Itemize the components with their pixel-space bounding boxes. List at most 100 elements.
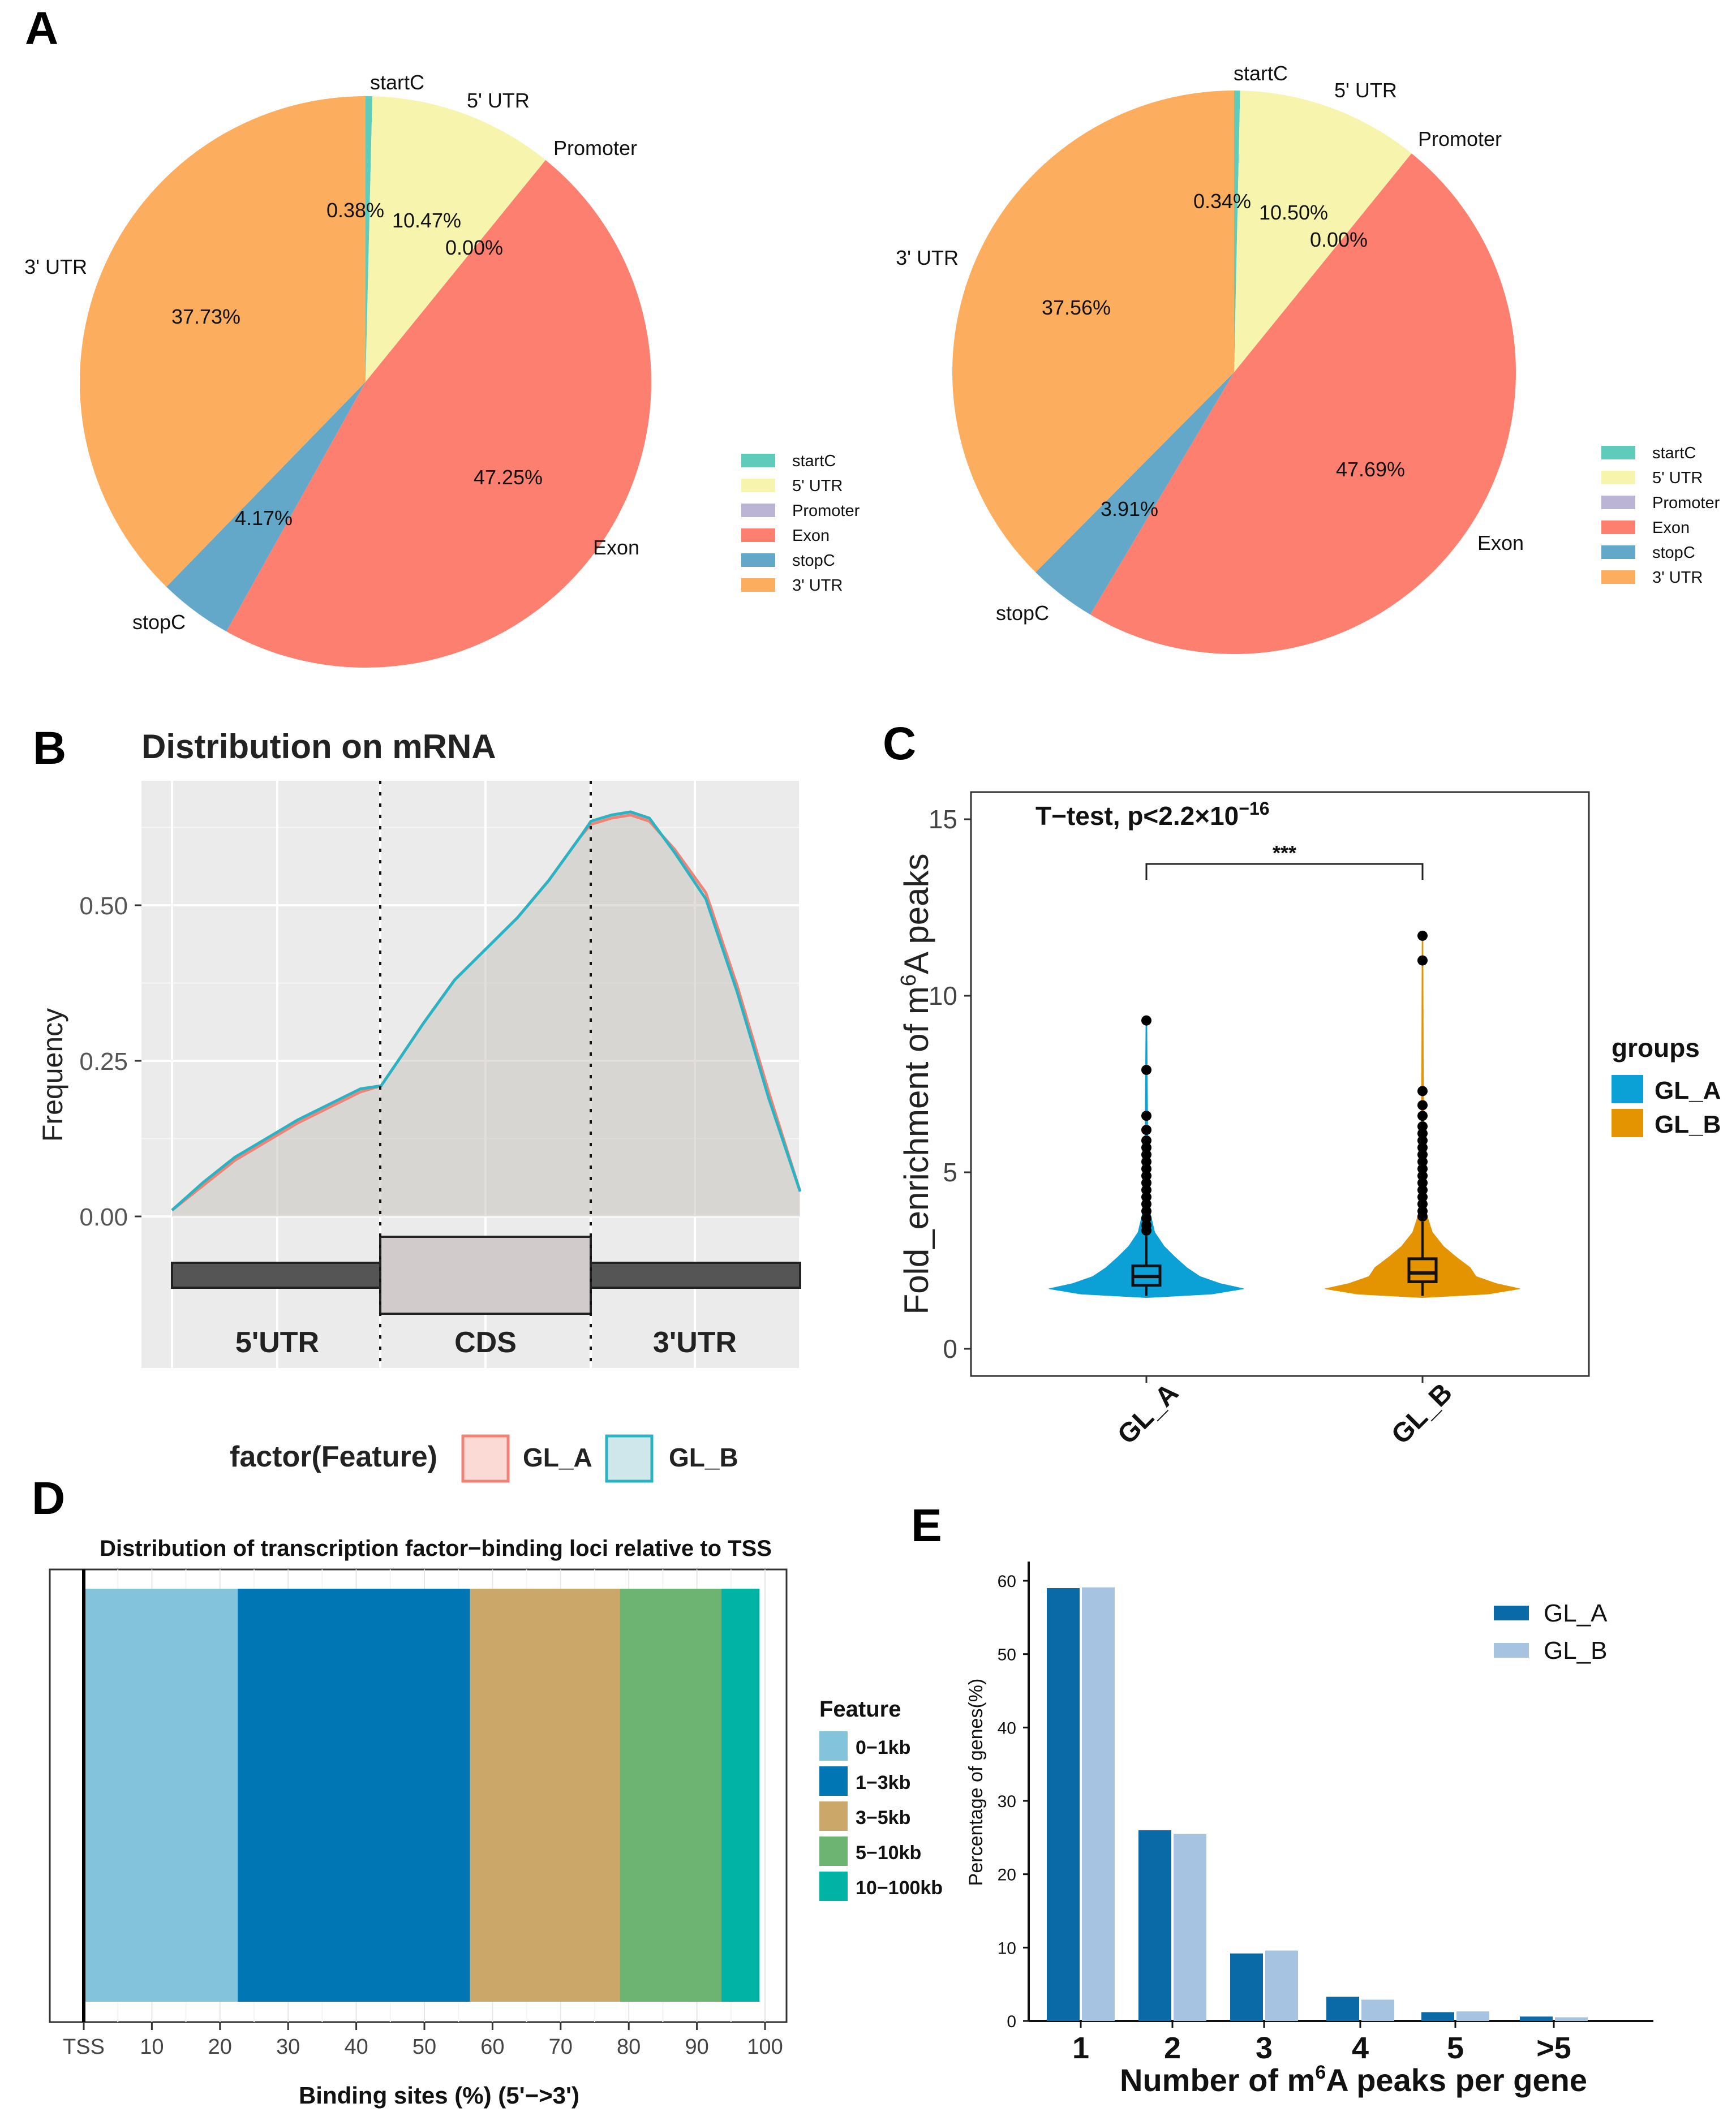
pie-legend-swatch-5-utr [741,479,775,492]
pie-category-label-startc: startC [1234,62,1288,85]
pie-legend-swatch-5-utr [1601,471,1635,484]
peaks-bar-gl-b-4 [1361,1999,1394,2021]
region-label-cds: CDS [454,1326,517,1359]
pie-category-label-exon: Exon [593,536,639,559]
violin-legend-title: groups [1612,1033,1700,1063]
significance-bracket [1145,863,1424,880]
pie-legend-label-stopc: stopC [1652,544,1695,562]
violin-shapes [1049,930,1520,1298]
peaks-bars [1047,1587,1588,2021]
peaks-bar-gl-b-3 [1265,1950,1298,2021]
pie-legend-label-startc: startC [792,452,836,470]
legend-swatch-violin-gl-a [1612,1075,1643,1103]
pie-slice-startc [366,96,373,382]
tss-stacked-bar [84,1589,760,2002]
peaks-y-tick-label: 60 [998,1572,1016,1591]
panel-letter-e: E [911,1500,942,1551]
pie-chart-right: startC 5' UTR Promoter Exon stopC 3' UTR 0.34%… [896,62,1524,654]
tss-x-tick-label: 80 [617,2035,641,2059]
peaks-bar-gl-b-1 [1082,1587,1115,2021]
outlier-point-gl-a [1141,1206,1151,1216]
tss-x-tick-label: 70 [549,2035,573,2059]
legend-swatch-peaks-gl-b [1494,1643,1529,1658]
tss-x-tick-label: 50 [412,2035,436,2059]
pie-slice-5-utr [366,96,546,382]
outlier-point-gl-a [1141,1125,1151,1136]
tss-x-tick-label: 60 [480,2035,504,2059]
legend-swatch-peaks-gl-a [1494,1606,1529,1620]
tss-legend-label-5-10kb: 5−10kb [856,1842,921,1864]
pie-legend-label-promoter: Promoter [792,502,860,520]
violin-legend: groups GL_A GL_B [1612,1033,1721,1138]
pie-slice-stopc [166,382,366,631]
violin-y-label: Fold_enrichment of m6A peaks [897,854,935,1315]
pie-category-label-exon: Exon [1477,531,1524,554]
peaks-x-tick-label: 4 [1352,2031,1369,2065]
peaks-y-tick-label: 50 [998,1646,1016,1665]
outlier-point-gl-b [1417,1171,1428,1181]
violin-y-axis: 0 5 10 15 [929,805,1424,1383]
pie-legend-swatch-startc [1601,446,1635,459]
pie-legend-label-stopc: stopC [792,552,835,570]
tss-legend-swatch-1-3kb [819,1766,848,1796]
outlier-point-gl-a [1141,1177,1151,1188]
peaks-y-tick-label: 30 [998,1792,1016,1811]
region-label-5utr: 5'UTR [235,1326,319,1359]
outlier-point-gl-a [1141,1015,1151,1026]
peaks-panel: 0 10 20 30 40 50 60 1 2 3 4 5 >5 Percentage of genes… [965,1562,1653,2098]
pie-category-label-3-utr: 3' UTR [896,246,959,269]
tss-legend-swatch-3-5kb [819,1801,848,1831]
region-label-3utr: 3'UTR [653,1326,737,1359]
violin-plot-frame [970,791,1590,1377]
metagene-panel: Distribution on mRNA 5'UTR CDS 3'UTR 0.0… [37,728,802,1483]
pie-percent-label-promoter: 0.00% [1310,228,1368,251]
pie-percent-label-3-utr: 37.56% [1042,296,1111,319]
panel-letter-a: A [25,3,58,54]
peaks-bar-gl-a-4 [1326,1997,1359,2021]
metagene-legend: factor(Feature) GL_A GL_B [230,1434,738,1483]
tss-legend-swatch-10-100kb [819,1872,848,1901]
tss-x-tick-label: 40 [344,2035,368,2059]
pie-chart-left: startC 5' UTR Promoter Exon stopC 3' UTR 0.38%… [24,71,652,668]
pie-category-label-promoter: Promoter [553,136,637,160]
mrna-structure: 5'UTR CDS 3'UTR [171,1236,801,1359]
outlier-point-gl-a [1141,1185,1151,1195]
utr3-block [590,1262,801,1289]
metagene-y-tick-label: 0.25 [79,1048,128,1076]
tss-legend-title: Feature [819,1697,901,1722]
violin-y-tick-label: 5 [943,1158,957,1187]
violin-annotation: T−test, p<2.2×10−16 *** [1035,798,1424,880]
outlier-point-gl-a [1141,1111,1151,1121]
significance-stars: *** [1273,841,1296,865]
pie-legend-swatch-promoter [741,504,775,517]
tss-segment-10-100kb [721,1589,760,2002]
outlier-point-gl-b [1417,1185,1428,1195]
pie-legend-swatch-exon [1601,521,1635,534]
outlier-point-gl-a [1141,1213,1151,1224]
outlier-point-gl-b [1417,1135,1428,1146]
peaks-bar-gl-a-2 [1138,1830,1171,2021]
legend-label-gl-a: GL_A [523,1443,592,1472]
tss-x-label: Binding sites (%) (5'−>3') [299,2082,579,2109]
pie-legend-label-3-utr: 3' UTR [792,577,843,595]
pie-legend-right: startC 5' UTR Promoter Exon stopC 3' UTR [1601,444,1720,587]
metagene-line-gl-b [171,810,802,1211]
outlier-point-gl-a [1141,1156,1151,1167]
metagene-areas [171,810,802,1216]
tss-legend-label-1-3kb: 1−3kb [856,1772,910,1794]
outlier-point-gl-a [1141,1163,1151,1174]
pie-legend-label-5-utr: 5' UTR [1652,469,1703,487]
pie-percent-label-stopc: 3.91% [1101,497,1158,521]
outlier-point-gl-a [1141,1065,1151,1076]
outlier-point-gl-a [1141,1192,1151,1202]
peaks-x-tick-label: 5 [1447,2031,1464,2065]
pie-category-label-promoter: Promoter [1418,127,1502,150]
ttest-annotation: T−test, p<2.2×10−16 [1035,798,1270,831]
tss-x-tick-label: TSS [63,2035,105,2059]
pie-legend-left: startC 5' UTR Promoter Exon stopC 3' UTR [741,452,860,595]
tss-legend-label-0-1kb: 0−1kb [856,1737,910,1758]
violin-y-tick-label: 15 [929,805,957,834]
peaks-x-tick-label: 1 [1072,2031,1089,2065]
peaks-y-label: Percentage of genes(%) [965,1679,987,1886]
